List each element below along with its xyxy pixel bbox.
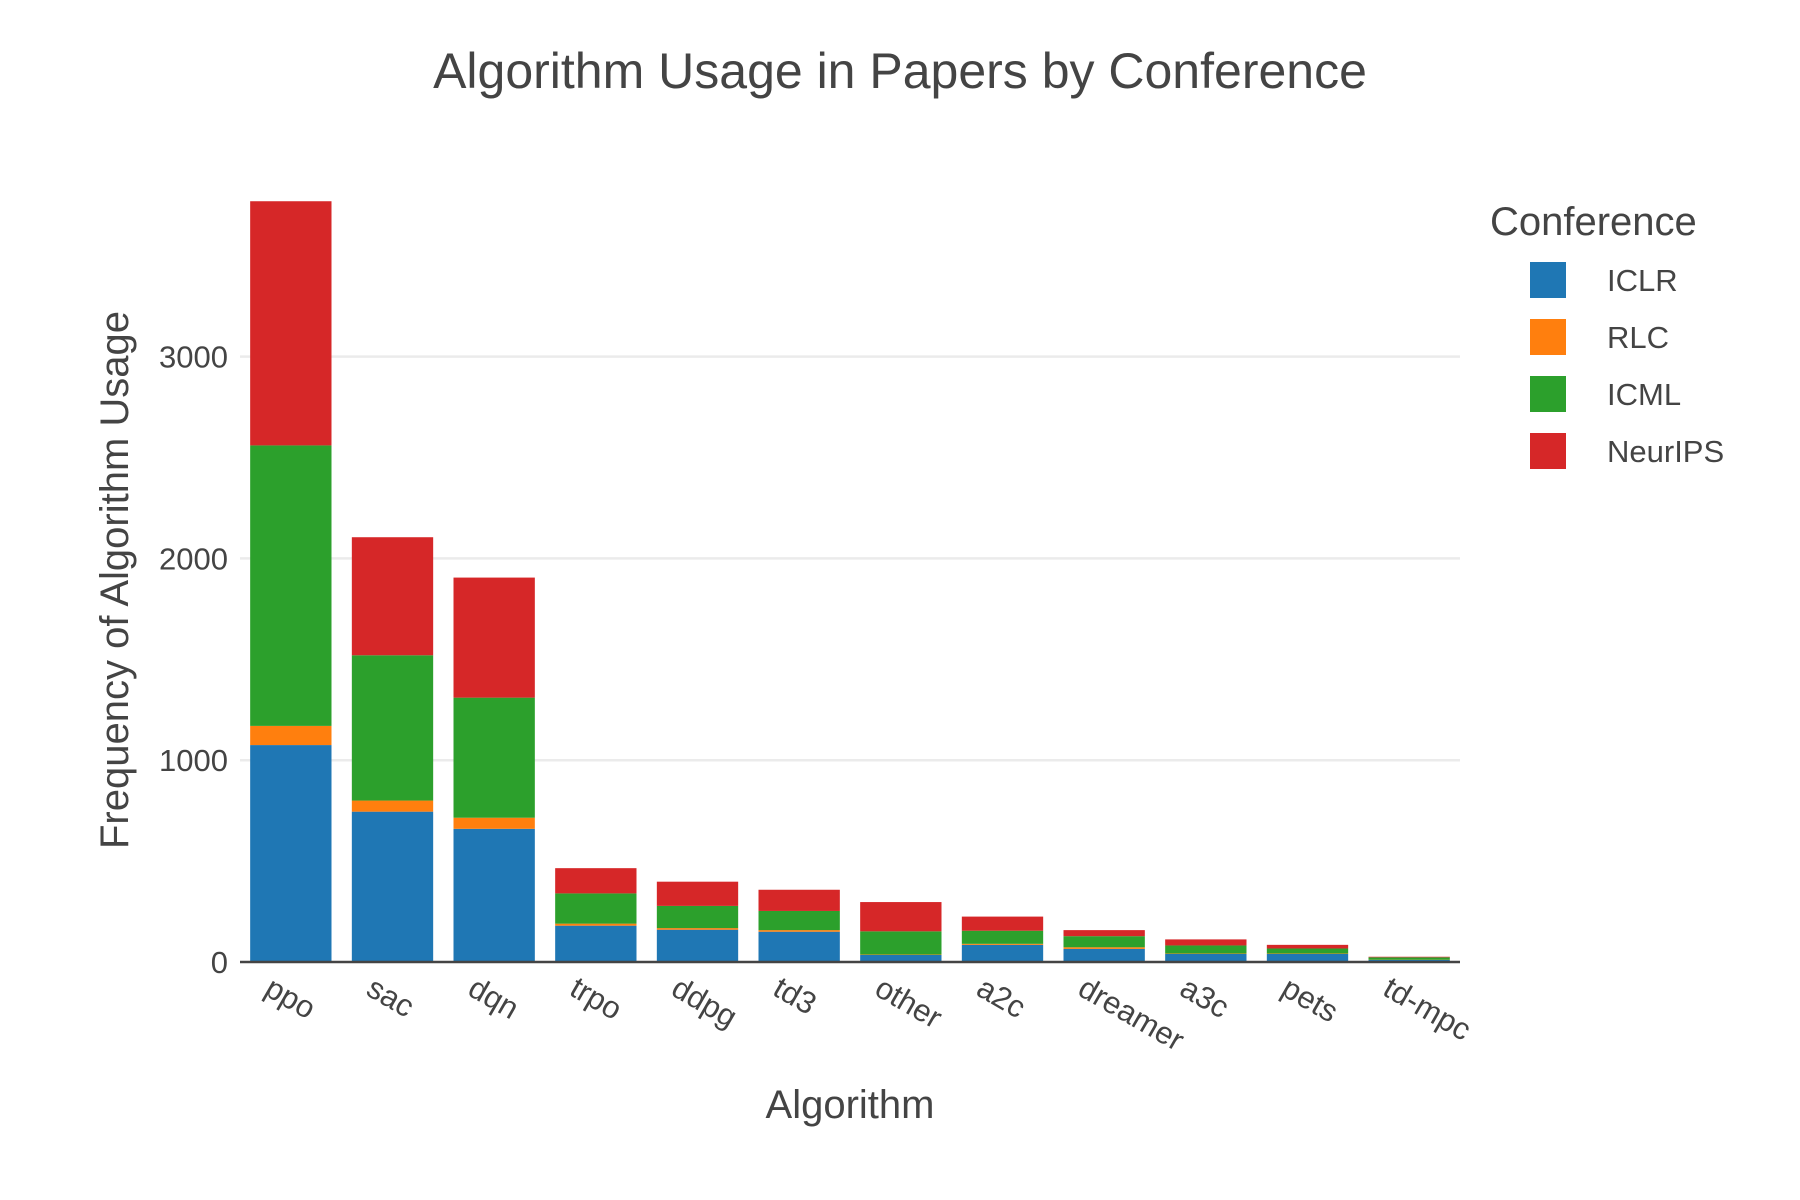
bar-ddpg-iclr[interactable]: [656, 929, 739, 962]
legend-item-rlc[interactable]: RLC: [1530, 319, 1669, 355]
legend: Conference ICLR RLC ICML NeurIPS: [1490, 200, 1724, 469]
x-tick-label: td-mpc: [1378, 970, 1478, 1048]
bar-sac-rlc[interactable]: [351, 800, 434, 812]
x-tick-label: trpo: [564, 970, 628, 1027]
bar-a2c-rlc[interactable]: [961, 943, 1044, 945]
bar-dreamer-rlc[interactable]: [1063, 947, 1145, 949]
y-tick-label: 1000: [159, 743, 228, 778]
bar-dreamer-icml[interactable]: [1063, 936, 1145, 948]
chart-title: Algorithm Usage in Papers by Conference: [433, 43, 1367, 99]
bar-sac-icml[interactable]: [351, 655, 434, 801]
x-tick-label: dqn: [463, 970, 525, 1026]
x-tick-label: a2c: [971, 970, 1032, 1025]
bar-dreamer-neurips[interactable]: [1063, 930, 1145, 937]
bar-td3-icml[interactable]: [758, 910, 840, 931]
legend-label: RLC: [1607, 320, 1669, 355]
bar-td-mpc-neurips[interactable]: [1368, 956, 1450, 958]
y-axis-title: Frequency of Algorithm Usage: [93, 311, 137, 849]
bar-a2c-neurips[interactable]: [961, 916, 1044, 931]
bar-pets-icml[interactable]: [1266, 948, 1349, 954]
x-tick-label: sac: [361, 970, 420, 1024]
bar-pets-neurips[interactable]: [1266, 944, 1349, 949]
x-tick-label: td3: [768, 970, 823, 1022]
bar-dqn-rlc[interactable]: [453, 817, 535, 829]
bar-ppo-neurips[interactable]: [250, 201, 332, 446]
bar-sac-neurips[interactable]: [351, 537, 434, 656]
bar-ddpg-icml[interactable]: [656, 905, 739, 929]
bar-td-mpc-icml[interactable]: [1368, 957, 1450, 960]
bar-pets-iclr[interactable]: [1266, 953, 1349, 962]
bar-dqn-neurips[interactable]: [453, 577, 535, 698]
bar-ddpg-rlc[interactable]: [656, 928, 739, 930]
x-tick-label: other: [869, 970, 948, 1036]
legend-label: ICML: [1607, 377, 1681, 412]
legend-label: ICLR: [1607, 263, 1678, 298]
bar-td3-iclr[interactable]: [758, 931, 840, 962]
legend-swatch: [1530, 376, 1566, 412]
bars: [240, 201, 1460, 964]
legend-swatch: [1530, 319, 1566, 355]
y-tick-label: 2000: [159, 541, 228, 576]
bar-ppo-icml[interactable]: [250, 445, 332, 726]
x-axis-title: Algorithm: [766, 1083, 935, 1127]
gridlines: [240, 355, 1460, 762]
x-tick-label: ppo: [259, 970, 321, 1026]
legend-swatch: [1530, 262, 1566, 298]
bar-other-icml[interactable]: [860, 931, 942, 955]
legend-item-iclr[interactable]: ICLR: [1530, 262, 1678, 298]
bar-trpo-iclr[interactable]: [555, 925, 637, 962]
legend-label: NeurIPS: [1607, 434, 1724, 469]
bar-trpo-neurips[interactable]: [555, 868, 637, 894]
x-tick-label: ddpg: [666, 970, 743, 1035]
y-tick-label: 3000: [159, 340, 228, 375]
bar-dqn-icml[interactable]: [453, 697, 535, 818]
bar-td3-neurips[interactable]: [758, 889, 840, 911]
bar-dreamer-iclr[interactable]: [1063, 948, 1145, 962]
legend-item-neurips[interactable]: NeurIPS: [1530, 433, 1724, 469]
bar-a2c-iclr[interactable]: [961, 944, 1044, 962]
bar-ddpg-neurips[interactable]: [656, 881, 739, 906]
bar-a2c-icml[interactable]: [961, 930, 1044, 944]
bar-ppo-iclr[interactable]: [250, 745, 332, 962]
x-tick-label: a3c: [1174, 970, 1235, 1025]
x-tick-label: pets: [1276, 970, 1344, 1030]
legend-item-icml[interactable]: ICML: [1530, 376, 1681, 412]
legend-title: Conference: [1490, 200, 1697, 244]
legend-items: ICLR RLC ICML NeurIPS: [1530, 262, 1724, 469]
bar-other-neurips[interactable]: [860, 902, 942, 932]
bar-trpo-rlc[interactable]: [555, 923, 637, 926]
y-axis-ticks: 0 1000 2000 3000: [159, 340, 228, 980]
bar-a3c-icml[interactable]: [1165, 945, 1247, 954]
legend-swatch: [1530, 433, 1566, 469]
bar-td3-rlc[interactable]: [758, 930, 840, 932]
bar-a3c-neurips[interactable]: [1165, 939, 1247, 946]
bar-dqn-iclr[interactable]: [453, 828, 535, 962]
y-tick-label: 0: [211, 945, 228, 980]
bar-other-iclr[interactable]: [860, 954, 942, 962]
bar-trpo-icml[interactable]: [555, 893, 637, 924]
bar-ppo-rlc[interactable]: [250, 725, 332, 746]
bar-a3c-iclr[interactable]: [1165, 953, 1247, 962]
bar-sac-iclr[interactable]: [351, 811, 434, 962]
x-tick-label: dreamer: [1073, 970, 1190, 1058]
